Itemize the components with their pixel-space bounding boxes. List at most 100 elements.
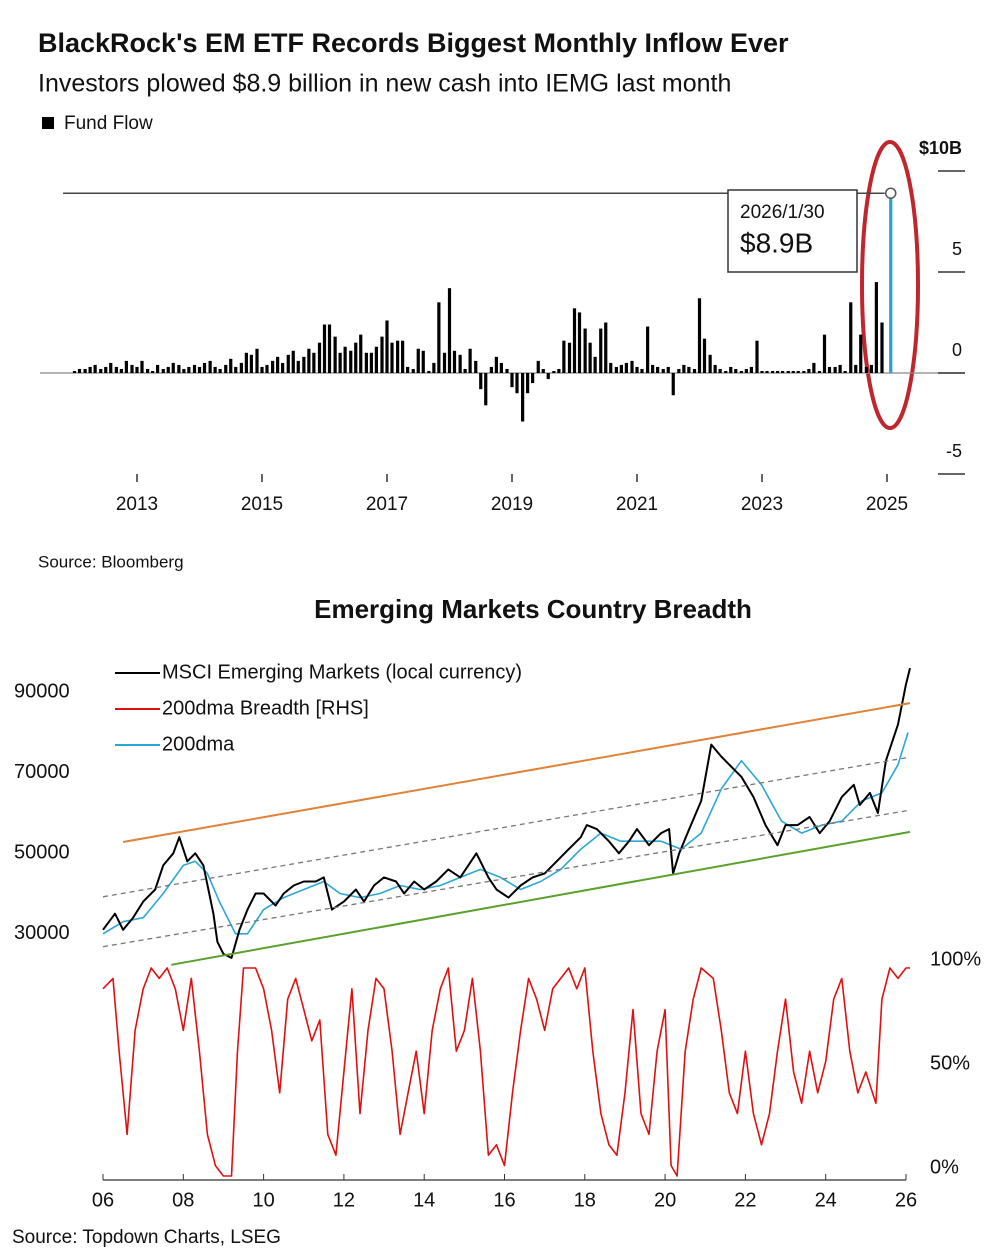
- bar: [687, 366, 691, 373]
- bar: [354, 342, 358, 373]
- bar: [317, 342, 322, 373]
- x-tick-label: 18: [574, 1189, 596, 1211]
- bar: [427, 370, 431, 373]
- bar: [229, 358, 233, 373]
- bar: [249, 354, 253, 373]
- bar: [744, 368, 748, 373]
- bar: [531, 373, 535, 384]
- bar: [104, 366, 108, 373]
- bar: [260, 366, 264, 373]
- y2-tick-label: 0%: [930, 1156, 959, 1178]
- highlight-ellipse: [860, 140, 920, 430]
- bar: [614, 366, 618, 373]
- bar: [666, 366, 670, 373]
- bar: [781, 370, 785, 373]
- bar: [724, 370, 728, 373]
- bar: [510, 373, 514, 388]
- bar: [593, 356, 597, 373]
- y-tick-label: 50000: [14, 842, 70, 864]
- bar: [562, 340, 566, 373]
- bar: [291, 350, 295, 373]
- bar: [702, 338, 707, 373]
- chart-title: BlackRock's EM ETF Records Biggest Month…: [38, 28, 789, 58]
- annotation-date: 2026/1/30: [740, 202, 825, 223]
- bar: [156, 364, 160, 373]
- bar: [411, 368, 415, 373]
- bar: [374, 346, 378, 373]
- y-tick-label: -5: [946, 441, 962, 461]
- x-tick-label: 14: [413, 1189, 435, 1211]
- lower-panel: [102, 967, 910, 1177]
- bar: [452, 350, 457, 373]
- bar: [624, 362, 628, 373]
- bar: [72, 370, 77, 373]
- bar: [135, 366, 139, 373]
- bar: [296, 360, 300, 373]
- bar: [796, 370, 800, 373]
- x-tick-label: 2017: [366, 494, 408, 515]
- bar: [224, 364, 228, 373]
- x-tick-label: 2013: [116, 494, 158, 515]
- x-tick-label: 06: [92, 1189, 114, 1211]
- chart-title: Emerging Markets Country Breadth: [314, 594, 752, 624]
- legend-label: 200dma: [162, 733, 235, 755]
- bar: [401, 340, 405, 373]
- x-tick-label: 26: [895, 1189, 917, 1211]
- bar: [822, 334, 827, 373]
- bar: [192, 364, 197, 373]
- bar: [771, 370, 775, 373]
- bar: [349, 350, 353, 373]
- bar: [583, 328, 587, 373]
- bar: [114, 366, 118, 373]
- bar: [151, 370, 155, 373]
- bar: [499, 362, 503, 373]
- bar: [843, 370, 847, 373]
- bar: [218, 368, 222, 373]
- bar: [333, 336, 337, 373]
- bar: [505, 368, 509, 373]
- bar: [234, 366, 238, 373]
- x-tick-label: 2023: [741, 494, 783, 515]
- bar: [889, 193, 893, 373]
- bar: [171, 362, 175, 373]
- bar: [656, 366, 660, 373]
- bar: [760, 370, 764, 373]
- bar: [536, 360, 540, 373]
- bar: [208, 360, 212, 373]
- bar: [786, 370, 790, 373]
- bar: [416, 348, 420, 373]
- bar: [442, 352, 447, 373]
- bar: [390, 342, 394, 373]
- bar: [359, 334, 363, 373]
- bar: [494, 356, 498, 373]
- bar: [557, 368, 561, 373]
- bar: [729, 366, 733, 373]
- bar: [646, 326, 650, 373]
- bar: [327, 324, 332, 373]
- x-tick-label: 16: [493, 1189, 515, 1211]
- bar: [817, 370, 822, 373]
- bar: [749, 366, 753, 373]
- annotation-value: $8.9B: [740, 227, 813, 258]
- bar: [812, 362, 816, 373]
- y-tick-label: 90000: [14, 681, 70, 703]
- series-line: [102, 732, 909, 935]
- bar: [182, 368, 186, 373]
- bar: [692, 368, 697, 373]
- legend-swatch: [42, 117, 54, 129]
- x-tick-label: 24: [815, 1189, 837, 1211]
- bar: [682, 364, 686, 373]
- channel-line: [102, 756, 911, 898]
- y-tick-label: 70000: [14, 761, 70, 783]
- x-tick-label: 20: [654, 1189, 676, 1211]
- bar: [572, 308, 577, 373]
- bar: [276, 356, 280, 373]
- legend-label: 200dma Breadth [RHS]: [162, 697, 369, 719]
- bar: [197, 366, 202, 373]
- bar: [396, 340, 400, 373]
- bar: [651, 364, 655, 373]
- bar: [88, 366, 92, 373]
- x-tick-label: 10: [252, 1189, 274, 1211]
- bar: [265, 364, 269, 373]
- bar: [468, 348, 472, 373]
